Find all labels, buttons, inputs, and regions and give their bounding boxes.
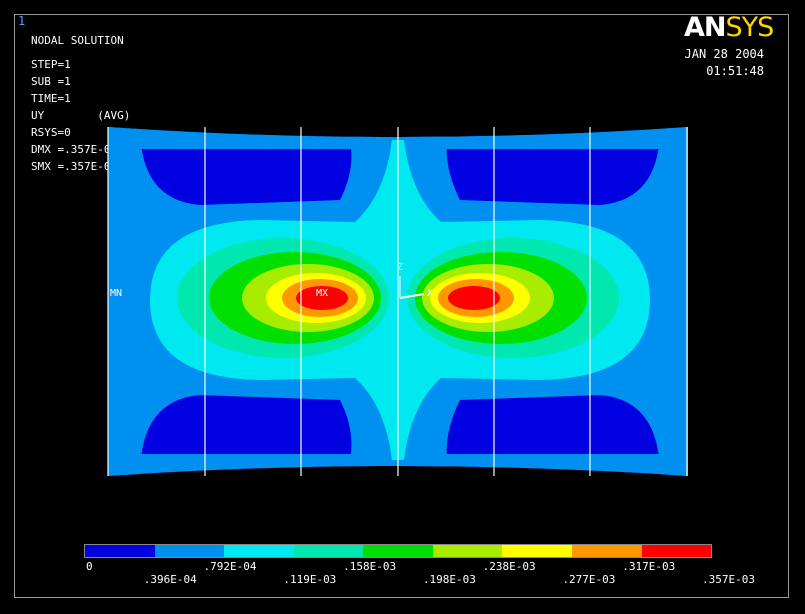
logo-an: AN: [684, 12, 726, 43]
legend-tick-label: .357E-03: [702, 573, 755, 586]
time-text: 01:51:48: [706, 64, 764, 78]
solution-info: NODAL SOLUTION STEP=1 SUB =1 TIME=1 UY (…: [31, 32, 130, 175]
info-result: UY (AVG): [31, 109, 131, 122]
ansys-logo: ANSYS: [684, 12, 775, 43]
date-text: JAN 28 2004: [684, 47, 764, 61]
logo-sys: SYS: [725, 12, 775, 43]
max-label: MX: [316, 288, 329, 299]
legend-tick-label: .277E-03: [562, 573, 616, 586]
info-smx: SMX =.357E-03: [31, 160, 118, 173]
triad-y-label: Z: [397, 262, 404, 273]
contour-bands: [108, 127, 688, 476]
legend-swatch-7: [571, 545, 642, 557]
legend-tick-label: 0: [86, 560, 93, 573]
triad-x-axis: [399, 293, 425, 299]
triad-x-label: X: [427, 288, 434, 299]
coordinate-triad: [399, 276, 425, 299]
legend-swatch-5: [432, 545, 503, 557]
min-label: MN: [110, 288, 123, 299]
legend-tick-label: .119E-03: [283, 573, 337, 586]
legend-swatch-1: [154, 545, 225, 557]
legend-swatch-4: [363, 545, 433, 557]
legend-swatch-2: [224, 545, 294, 557]
legend-tick-label: .396E-04: [143, 573, 197, 586]
legend-tick-label: .238E-03: [482, 560, 536, 573]
window-number: 1: [18, 14, 26, 28]
legend-swatch-8: [641, 545, 712, 557]
legend-tick-label: .792E-04: [203, 560, 257, 573]
info-time: TIME=1: [31, 92, 71, 105]
legend-swatch-0: [85, 545, 155, 557]
info-rsys: RSYS=0: [31, 126, 71, 139]
band-8-left: [296, 286, 348, 310]
timestamp: JAN 28 2004 01:51:48: [685, 46, 764, 80]
legend-tick-label: .198E-03: [422, 573, 476, 586]
info-title: NODAL SOLUTION: [31, 34, 124, 47]
info-dmx: DMX =.357E-03: [31, 143, 118, 156]
legend-tick-label: .317E-03: [622, 560, 676, 573]
info-sub: SUB =1: [31, 75, 71, 88]
graphics-window-frame: [14, 14, 789, 598]
legend-swatch-6: [502, 545, 572, 557]
legend-swatch-3: [293, 545, 364, 557]
color-legend: [84, 544, 712, 558]
mesh-lines: [107, 127, 688, 476]
legend-tick-label: .158E-03: [343, 560, 397, 573]
band-8-right: [448, 286, 500, 310]
info-step: STEP=1: [31, 58, 71, 71]
